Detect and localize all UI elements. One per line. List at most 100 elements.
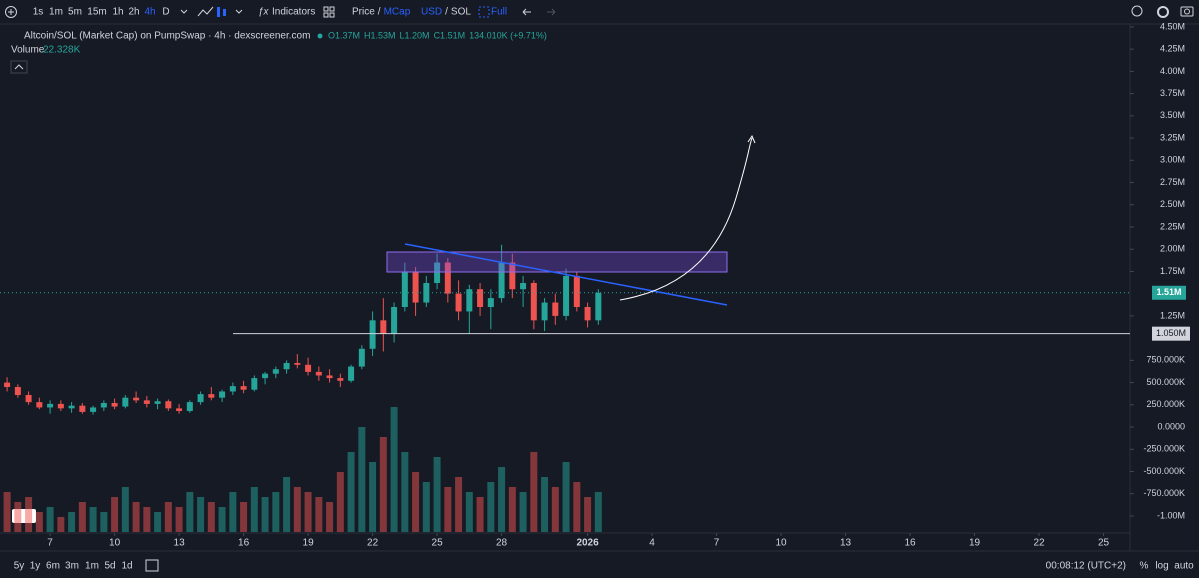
volume-label: Volume bbox=[11, 45, 45, 56]
interval-button[interactable]: 1m bbox=[49, 7, 63, 18]
collapse-button[interactable] bbox=[10, 60, 28, 74]
volume-bar bbox=[14, 502, 22, 532]
y-tick-label: 750.000K bbox=[1146, 355, 1185, 365]
candle-body bbox=[541, 302, 548, 321]
interval-button[interactable]: 1h bbox=[112, 7, 123, 18]
volume-bar bbox=[487, 482, 495, 532]
candle-body bbox=[122, 397, 129, 407]
scale-option[interactable]: % bbox=[1140, 561, 1149, 572]
layout-icon[interactable] bbox=[329, 6, 335, 12]
dropdown-icon[interactable] bbox=[180, 9, 188, 14]
volume-bar bbox=[207, 502, 215, 532]
candle-body bbox=[530, 282, 537, 321]
currency-toggle[interactable]: USD bbox=[421, 7, 442, 18]
add-symbol-icon[interactable] bbox=[8, 9, 14, 15]
date-range-icon[interactable] bbox=[145, 559, 159, 572]
currency-toggle[interactable]: / bbox=[445, 7, 448, 18]
indicators-button[interactable]: Indicators bbox=[272, 7, 315, 18]
range-button[interactable]: 5y bbox=[14, 561, 25, 572]
layout-icon[interactable] bbox=[323, 12, 329, 18]
range-button[interactable]: 1y bbox=[30, 561, 41, 572]
x-tick-label: 25 bbox=[432, 538, 444, 549]
chart-type-icon[interactable] bbox=[197, 6, 214, 17]
layout-icon[interactable] bbox=[329, 12, 335, 18]
volume-bar bbox=[498, 467, 506, 532]
projection-arrow bbox=[619, 137, 753, 301]
y-tick-label: -750.000K bbox=[1143, 488, 1185, 498]
x-tick-label: 13 bbox=[840, 538, 852, 549]
price-toggle[interactable]: MCap bbox=[384, 7, 411, 18]
candle-body bbox=[100, 403, 107, 408]
full-button[interactable]: Full bbox=[491, 7, 507, 18]
candle-body bbox=[423, 282, 430, 303]
x-tick-label: 28 bbox=[496, 538, 508, 549]
range-button[interactable]: 1d bbox=[121, 561, 132, 572]
candle-body bbox=[595, 292, 602, 321]
price-toggle[interactable]: Price bbox=[352, 7, 375, 18]
volume-bar bbox=[465, 492, 473, 532]
undo-icon[interactable] bbox=[522, 8, 531, 16]
ohlc-value: O1.37M bbox=[328, 30, 360, 40]
collapse-button[interactable] bbox=[14, 64, 24, 70]
layout-icon[interactable] bbox=[323, 6, 329, 12]
volume-bar bbox=[121, 487, 129, 532]
volume-bar bbox=[111, 497, 119, 532]
range-button[interactable]: 1m bbox=[85, 561, 99, 572]
indicators-icon[interactable]: ƒx bbox=[258, 7, 270, 18]
fullscreen-icon[interactable] bbox=[478, 6, 490, 18]
volume-bar bbox=[261, 497, 269, 532]
volume-bar bbox=[541, 477, 549, 532]
candle-body bbox=[111, 403, 118, 407]
volume-bar bbox=[293, 487, 301, 532]
camera-icon[interactable] bbox=[1184, 8, 1190, 15]
camera-icon[interactable] bbox=[1180, 6, 1194, 17]
range-button[interactable]: 6m bbox=[46, 561, 60, 572]
redo-icon[interactable] bbox=[547, 8, 556, 16]
settings-icon[interactable] bbox=[1157, 6, 1169, 18]
interval-button[interactable]: 2h bbox=[128, 7, 139, 18]
candle-body bbox=[369, 320, 376, 349]
volume-bar bbox=[283, 477, 291, 532]
y-tick-label: 4.50M bbox=[1160, 21, 1185, 31]
current-price-label: 1.51M bbox=[1156, 287, 1181, 297]
candle-body bbox=[412, 271, 419, 303]
add-symbol-icon[interactable] bbox=[5, 6, 17, 18]
volume-bar bbox=[358, 427, 366, 532]
dropdown-icon[interactable] bbox=[235, 9, 243, 14]
x-tick-label: 13 bbox=[174, 538, 186, 549]
y-tick-label: 3.75M bbox=[1160, 88, 1185, 98]
currency-toggle[interactable]: SOL bbox=[451, 7, 471, 18]
interval-button[interactable]: D bbox=[162, 7, 169, 18]
y-tick-label: 2.00M bbox=[1160, 244, 1185, 254]
candle-icon[interactable] bbox=[217, 7, 220, 17]
candle-body bbox=[337, 378, 344, 381]
clock: 00:08:12 (UTC+2) bbox=[1046, 561, 1126, 572]
volume-bar bbox=[573, 482, 581, 532]
price-toggle[interactable]: / bbox=[378, 7, 381, 18]
horizontal-line-label: 1.050M bbox=[1156, 328, 1186, 338]
candle-body bbox=[487, 298, 494, 307]
scale-option[interactable]: auto bbox=[1174, 561, 1194, 572]
range-button[interactable]: 3m bbox=[65, 561, 79, 572]
projection-arrowhead bbox=[747, 134, 756, 144]
plot-area bbox=[0, 244, 1130, 532]
interval-button[interactable]: 5m bbox=[68, 7, 82, 18]
search-icon[interactable] bbox=[1131, 5, 1143, 17]
candle-body bbox=[477, 289, 484, 307]
interval-button[interactable]: 1s bbox=[33, 7, 44, 18]
volume-bar bbox=[57, 517, 65, 532]
candle-body bbox=[90, 407, 97, 412]
interval-button[interactable]: 4h bbox=[144, 7, 155, 18]
candle-body bbox=[348, 366, 355, 381]
chart-title: Altcoin/SOL (Market Cap) on PumpSwap · 4… bbox=[24, 31, 310, 42]
range-button[interactable]: 5d bbox=[104, 561, 115, 572]
volume-bar bbox=[433, 457, 441, 532]
volume-bar bbox=[218, 507, 226, 532]
scale-option[interactable]: log bbox=[1155, 561, 1168, 572]
candle-icon[interactable] bbox=[223, 9, 226, 16]
x-tick-label: 7 bbox=[47, 538, 53, 549]
volume-bar bbox=[379, 437, 387, 532]
candle-body bbox=[219, 391, 226, 398]
interval-button[interactable]: 15m bbox=[87, 7, 106, 18]
